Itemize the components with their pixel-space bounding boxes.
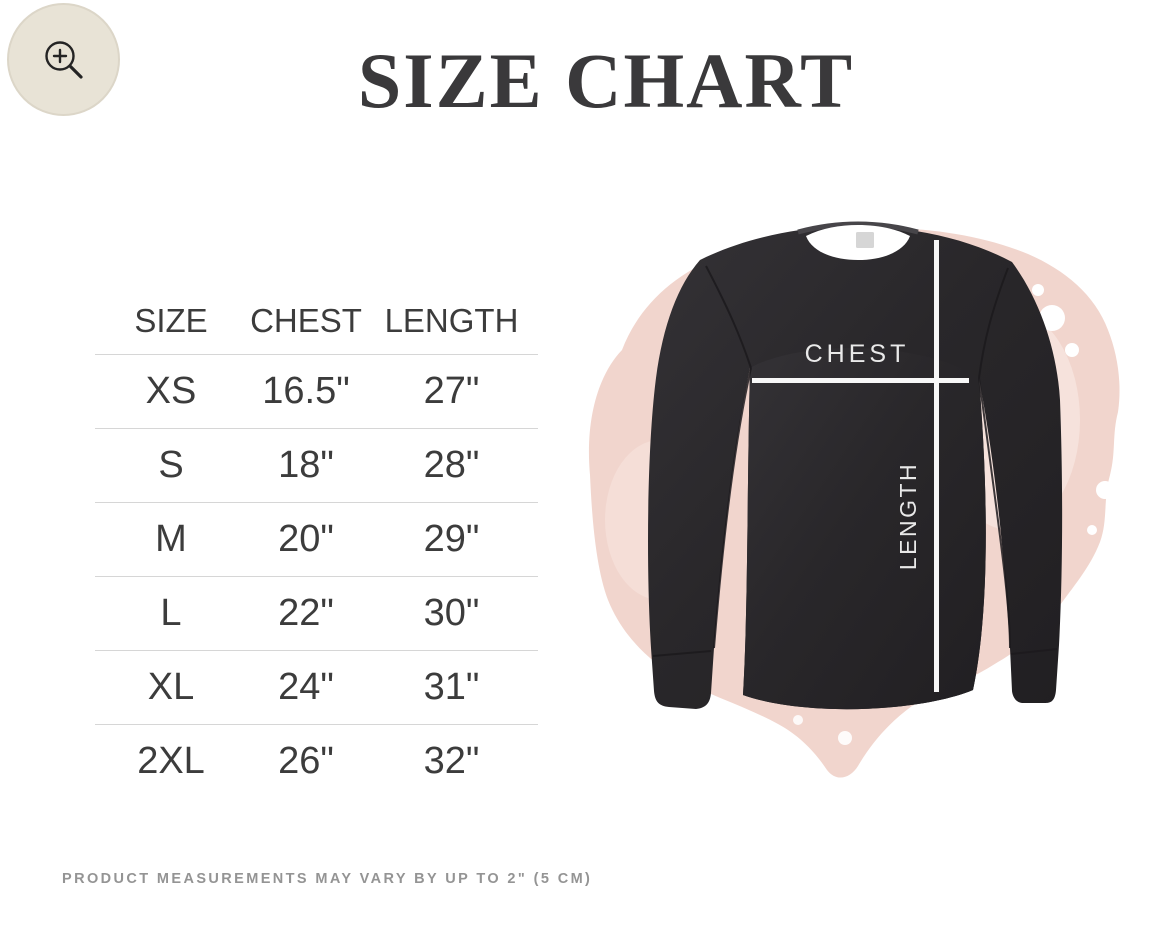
size-cell: XS [145, 370, 197, 412]
table-row: M 20" 29" [95, 502, 538, 576]
size-table: SIZE CHEST LENGTH XS 16.5" 27" S 18" 28"… [95, 288, 538, 798]
chest-cell: 20" [278, 518, 334, 560]
column-header-size: SIZE [134, 302, 208, 339]
length-measure-line [934, 240, 939, 692]
chest-label: CHEST [805, 340, 910, 368]
chest-cell: 26" [278, 740, 334, 782]
table-row: S 18" 28" [95, 428, 538, 502]
table-row: L 22" 30" [95, 576, 538, 650]
size-cell: S [158, 444, 184, 486]
chest-cell: 22" [278, 592, 334, 634]
chest-cell: 18" [278, 444, 334, 486]
measurement-overlay: CHEST LENGTH [752, 240, 969, 692]
chest-measure-line [752, 378, 969, 383]
shirt-measurement-diagram: CHEST LENGTH [588, 221, 1120, 778]
chest-cell: 16.5" [262, 370, 350, 412]
table-row: XS 16.5" 27" [95, 354, 538, 428]
chest-cell: 24" [278, 666, 334, 708]
length-label: LENGTH [895, 462, 921, 570]
table-row: 2XL 26" 32" [95, 724, 538, 798]
collar-band [797, 221, 919, 235]
length-cell: 31" [423, 666, 480, 708]
zoom-in-icon [44, 40, 83, 79]
length-cell: 27" [423, 370, 480, 412]
zoom-button[interactable] [7, 3, 120, 116]
table-header-row: SIZE CHEST LENGTH [95, 288, 538, 354]
column-header-chest: CHEST [250, 302, 362, 339]
shirt-photo [648, 221, 1063, 710]
table-row: XL 24" 31" [95, 650, 538, 724]
page-title: SIZE CHART [357, 37, 855, 124]
length-cell: 30" [423, 592, 480, 634]
shirt-seams [652, 265, 1058, 657]
length-cell: 32" [423, 740, 480, 782]
collar-tag [856, 232, 874, 248]
size-cell: XL [147, 666, 195, 708]
size-cell: M [155, 518, 187, 560]
length-cell: 28" [423, 444, 480, 486]
measurement-note: PRODUCT MEASUREMENTS MAY VARY BY UP TO 2… [62, 871, 593, 887]
length-cell: 29" [423, 518, 480, 560]
size-cell: L [160, 592, 182, 634]
size-cell: 2XL [137, 740, 205, 782]
column-header-length: LENGTH [384, 302, 519, 339]
